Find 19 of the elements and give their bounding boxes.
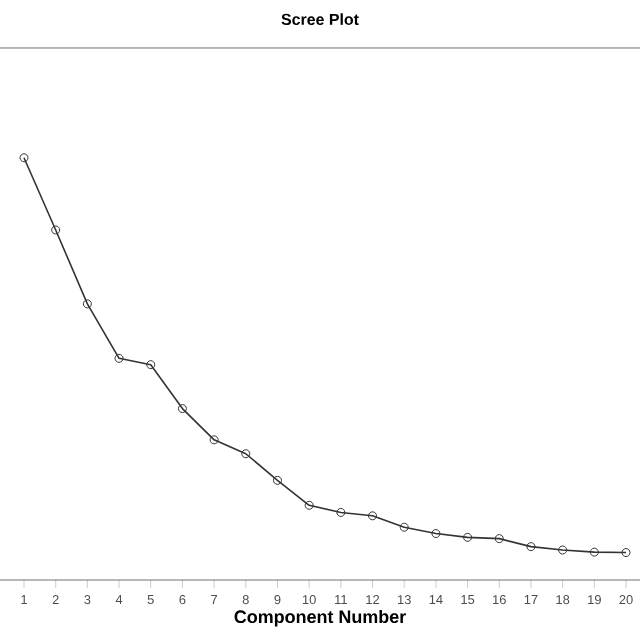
point: [241, 449, 251, 459]
point: [494, 534, 504, 544]
point: [272, 475, 282, 485]
point: [304, 500, 314, 510]
point: [399, 522, 409, 532]
point: [368, 511, 378, 521]
point: [558, 545, 568, 555]
point: [114, 353, 124, 363]
point: [146, 360, 156, 370]
point: [431, 529, 441, 539]
point: [589, 547, 599, 557]
point: [336, 507, 346, 517]
x-axis-title: Component Number: [234, 609, 406, 627]
point: [82, 299, 92, 309]
point: [177, 404, 187, 414]
point: [51, 225, 61, 235]
point: [209, 435, 219, 445]
point: [526, 542, 536, 552]
point: [463, 532, 473, 542]
